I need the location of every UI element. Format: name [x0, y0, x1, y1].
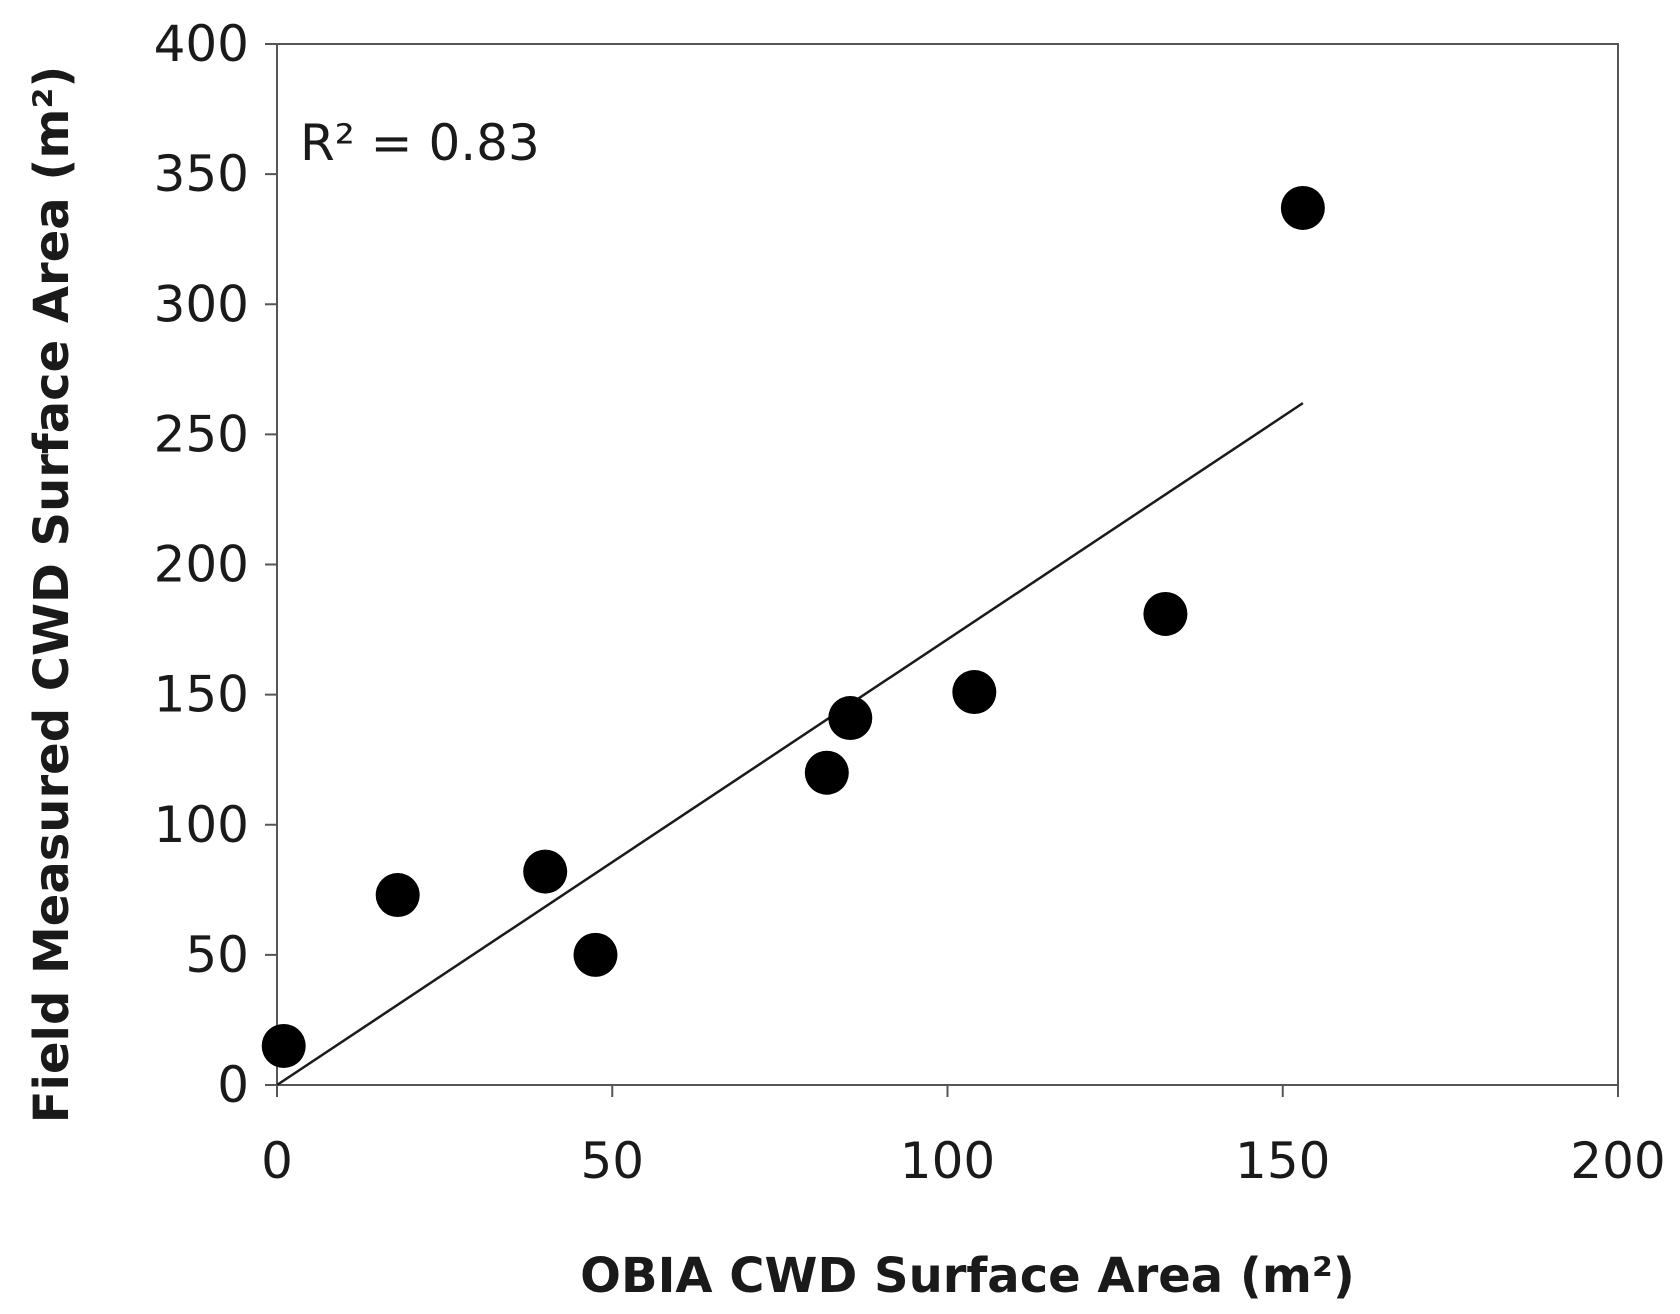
y-tick-label-200: 200 [154, 536, 249, 594]
data-point-5 [804, 750, 849, 795]
x-tick-label-0: 0 [261, 1132, 293, 1190]
y-tick-label-300: 300 [154, 275, 249, 333]
y-tick-label-400: 400 [154, 15, 249, 73]
x-tick-label-150: 150 [1235, 1132, 1330, 1190]
trendline [276, 402, 1304, 1087]
x-tick-label-200: 200 [1570, 1132, 1665, 1190]
y-tick-label-100: 100 [154, 796, 249, 854]
y-tick-label-250: 250 [154, 405, 249, 463]
data-point-2 [375, 873, 420, 918]
data-point-7 [952, 670, 997, 715]
data-point-9 [1280, 185, 1325, 230]
y-tick-label-0: 0 [217, 1056, 249, 1114]
x-axis-title: OBIA CWD Surface Area (m²) [580, 1248, 1355, 1304]
data-point-6 [828, 696, 873, 741]
data-point-8 [1143, 591, 1188, 636]
y-tick-label-150: 150 [154, 666, 249, 724]
data-point-1 [261, 1023, 306, 1068]
y-tick-label-50: 50 [185, 926, 249, 984]
data-point-4 [573, 932, 618, 977]
r-squared-annotation: R² = 0.83 [300, 114, 540, 172]
data-point-3 [523, 849, 568, 894]
y-axis-title: Field Measured CWD Surface Area (m²) [24, 66, 80, 1124]
y-tick-label-350: 350 [154, 145, 249, 203]
x-tick-label-50: 50 [580, 1132, 644, 1190]
plot-frame [276, 43, 1619, 1086]
x-tick-label-100: 100 [900, 1132, 995, 1190]
